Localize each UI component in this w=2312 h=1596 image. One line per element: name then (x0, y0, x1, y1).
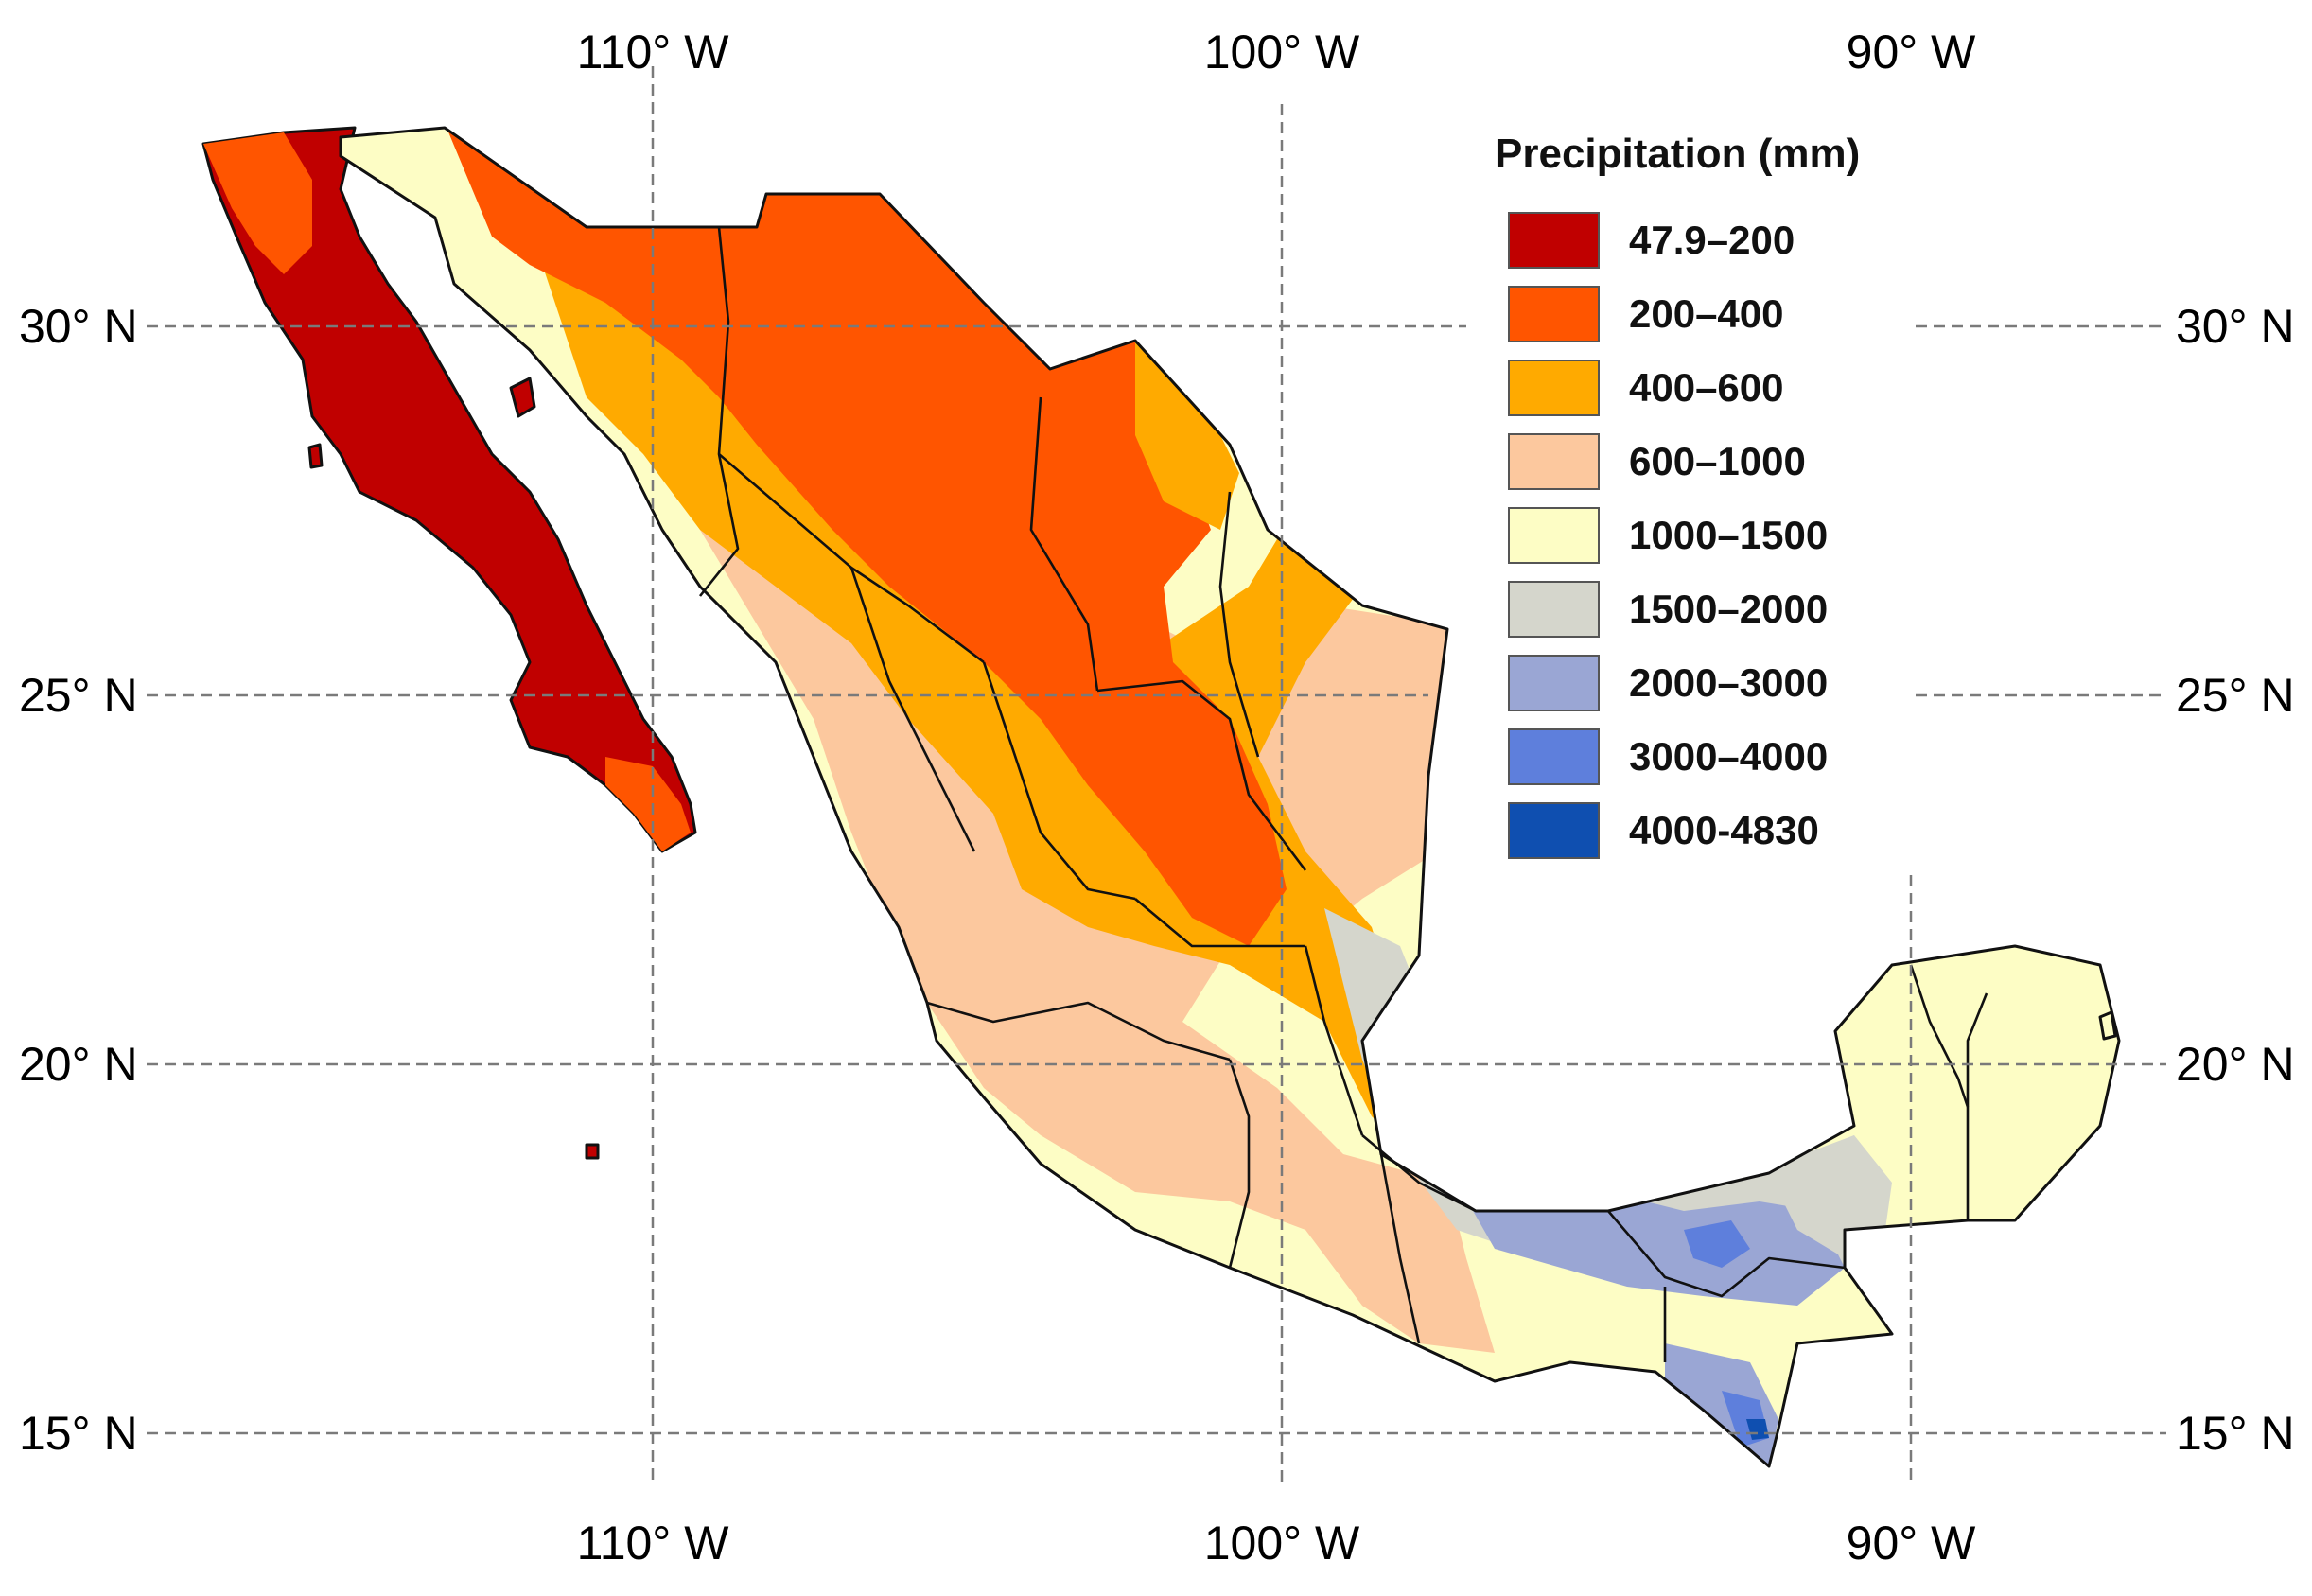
legend-label-1: 200–400 (1629, 291, 1784, 336)
lat-label-left-25n: 25° N (19, 669, 138, 722)
lat-label-left-15n: 15° N (19, 1407, 138, 1460)
legend-label-0: 47.9–200 (1629, 218, 1795, 262)
island-cozumel (2098, 1010, 2117, 1041)
legend-title: Precipitation (mm) (1495, 131, 1860, 177)
legend-swatch-7 (1508, 728, 1600, 785)
lat-label-right-20n: 20° N (2176, 1038, 2295, 1091)
legend-label-5: 1500–2000 (1629, 587, 1828, 631)
legend-swatch-5 (1508, 581, 1600, 638)
legend-swatch-4 (1508, 507, 1600, 564)
baja-north-orange-region (203, 132, 312, 274)
island-guadalupe (307, 443, 324, 469)
lat-label-left-20n: 20° N (19, 1038, 138, 1091)
legend-swatch-0 (1508, 212, 1600, 269)
zone-200-400 (445, 128, 1287, 946)
zone-400-600-coahuila (1135, 341, 1239, 530)
legend: Precipitation (mm) 47.9–200 200–400 400–… (1495, 131, 1860, 859)
legend-swatch-2 (1508, 360, 1600, 416)
lon-label-top-110w: 110° W (577, 26, 730, 79)
lat-label-right-30n: 30° N (2176, 300, 2295, 353)
legend-label-4: 1000–1500 (1629, 513, 1828, 557)
graticule (147, 66, 2166, 1485)
lon-label-top-90w: 90° W (1847, 26, 1977, 79)
baja-south-orange-region (605, 757, 691, 851)
legend-swatch-8 (1508, 802, 1600, 859)
lat-label-right-15n: 15° N (2176, 1407, 2295, 1460)
land-masses (201, 126, 2121, 1468)
legend-label-6: 2000–3000 (1629, 660, 1828, 705)
zone-3000-4000 (1684, 1220, 1750, 1268)
island-revillagigedo (585, 1143, 600, 1160)
legend-label-8: 4000-4830 (1629, 808, 1819, 852)
legend-label-3: 600–1000 (1629, 439, 1806, 483)
lon-label-bottom-110w: 110° W (577, 1517, 730, 1570)
island-tiburon (509, 377, 536, 418)
legend-label-2: 400–600 (1629, 365, 1784, 410)
lat-label-left-30n: 30° N (19, 300, 138, 353)
zone-4000-4830 (1746, 1419, 1769, 1440)
lat-label-right-25n: 25° N (2176, 669, 2295, 722)
legend-swatch-3 (1508, 433, 1600, 490)
state-borders (698, 226, 1988, 1362)
legend-swatch-1 (1508, 286, 1600, 342)
lon-label-bottom-100w: 100° W (1204, 1517, 1360, 1570)
lon-label-bottom-90w: 90° W (1847, 1517, 1977, 1570)
legend-swatch-6 (1508, 655, 1600, 711)
lon-label-top-100w: 100° W (1204, 26, 1360, 79)
legend-label-7: 3000–4000 (1629, 734, 1828, 779)
